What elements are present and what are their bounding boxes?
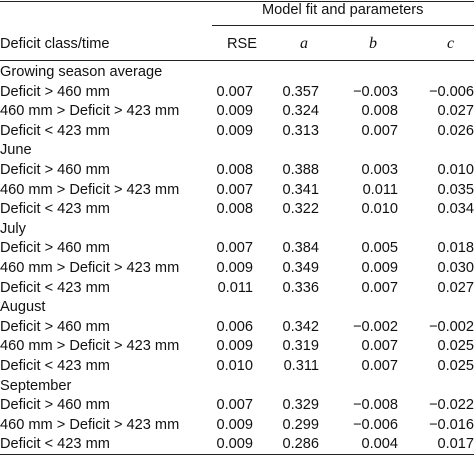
cell-c: −0.022 xyxy=(428,397,474,414)
cell-b: 0.007 xyxy=(361,358,398,374)
cell-b: 0.011 xyxy=(362,181,398,198)
cell-a: 0.341 xyxy=(282,181,319,198)
cell-a: 0.324 xyxy=(282,103,319,120)
row-deficit-class: 460 mm > Deficit > 423 mm xyxy=(0,416,180,433)
cell-b: 0.005 xyxy=(361,240,398,257)
cell-c: 0.017 xyxy=(437,436,474,453)
header-bottom-rule xyxy=(0,60,474,61)
cell-b: 0.003 xyxy=(361,162,398,178)
cell-rse: 0.011 xyxy=(217,279,253,296)
section-label: Growing season average xyxy=(0,64,163,80)
cell-b: 0.010 xyxy=(361,201,398,218)
row-deficit-class: 460 mm > Deficit > 423 mm xyxy=(0,260,180,276)
cell-b: −0.006 xyxy=(352,416,398,433)
cell-a: 0.388 xyxy=(282,162,319,178)
cell-rse: 0.009 xyxy=(216,260,253,276)
cell-rse: 0.009 xyxy=(216,436,253,453)
cell-a: 0.336 xyxy=(282,279,319,296)
cell-b: 0.009 xyxy=(361,260,398,276)
cell-c: 0.034 xyxy=(437,201,474,218)
column-header-a: a xyxy=(300,35,308,52)
cell-c: 0.025 xyxy=(437,358,474,374)
cell-rse: 0.006 xyxy=(216,318,253,335)
row-deficit-class: Deficit < 423 mm xyxy=(0,279,110,296)
cell-rse: 0.008 xyxy=(216,162,253,178)
cell-c: −0.006 xyxy=(428,83,474,100)
row-deficit-class: 460 mm > Deficit > 423 mm xyxy=(0,338,180,355)
row-deficit-class: Deficit > 460 mm xyxy=(0,318,110,335)
cell-rse: 0.009 xyxy=(216,338,253,355)
cell-b: −0.003 xyxy=(352,83,398,100)
cell-b: −0.002 xyxy=(352,318,398,335)
cell-a: 0.329 xyxy=(282,397,319,414)
cell-a: 0.349 xyxy=(282,260,319,276)
row-deficit-class: 460 mm > Deficit > 423 mm xyxy=(0,181,180,198)
section-label: August xyxy=(0,299,46,316)
group-header-rule xyxy=(212,25,474,26)
cell-rse: 0.007 xyxy=(216,181,253,198)
cell-rse: 0.007 xyxy=(216,83,253,100)
row-deficit-class: Deficit < 423 mm xyxy=(0,122,110,139)
cell-c: −0.002 xyxy=(428,318,474,335)
column-header-deficit-class: Deficit class/time xyxy=(0,36,110,52)
row-deficit-class: Deficit > 460 mm xyxy=(0,240,110,257)
column-header-b: b xyxy=(369,35,377,52)
cell-a: 0.322 xyxy=(282,201,319,218)
cell-a: 0.313 xyxy=(282,122,319,139)
cell-b: 0.008 xyxy=(361,103,398,120)
section-label: September xyxy=(0,377,72,394)
section-label: June xyxy=(0,142,32,159)
cell-a: 0.311 xyxy=(283,358,319,374)
cell-a: 0.384 xyxy=(282,240,319,257)
group-header: Model fit and parameters xyxy=(262,2,424,18)
cell-c: −0.016 xyxy=(428,416,474,433)
cell-a: 0.286 xyxy=(282,436,319,453)
column-header-c: c xyxy=(447,35,455,52)
row-deficit-class: Deficit < 423 mm xyxy=(0,358,110,374)
cell-rse: 0.009 xyxy=(216,122,253,139)
cell-a: 0.342 xyxy=(282,318,319,335)
cell-c: 0.035 xyxy=(437,181,474,198)
cell-c: 0.025 xyxy=(437,338,474,355)
row-deficit-class: Deficit > 460 mm xyxy=(0,397,110,414)
cell-c: 0.010 xyxy=(437,162,474,178)
cell-rse: 0.009 xyxy=(216,416,253,433)
cell-b: −0.008 xyxy=(352,397,398,414)
cell-b: 0.004 xyxy=(361,436,398,453)
cell-rse: 0.008 xyxy=(216,201,253,218)
cell-c: 0.027 xyxy=(437,103,474,120)
section-label: July xyxy=(0,220,26,237)
column-header-rse: RSE xyxy=(227,36,258,52)
cell-c: 0.027 xyxy=(437,279,474,296)
cell-rse: 0.007 xyxy=(216,240,253,257)
cell-b: 0.007 xyxy=(361,338,398,355)
cell-b: 0.007 xyxy=(361,122,398,139)
cell-a: 0.319 xyxy=(282,338,319,355)
row-deficit-class: Deficit < 423 mm xyxy=(0,201,110,218)
cell-rse: 0.007 xyxy=(216,397,253,414)
cell-a: 0.357 xyxy=(282,83,319,100)
cell-c: 0.018 xyxy=(437,240,474,257)
cell-rse: 0.009 xyxy=(216,103,253,120)
row-deficit-class: Deficit > 460 mm xyxy=(0,83,110,100)
cell-rse: 0.010 xyxy=(216,358,253,374)
table-top-rule xyxy=(0,1,474,2)
cell-c: 0.030 xyxy=(437,260,474,276)
cell-c: 0.026 xyxy=(437,122,474,139)
row-deficit-class: 460 mm > Deficit > 423 mm xyxy=(0,103,180,120)
cell-b: 0.007 xyxy=(361,279,398,296)
row-deficit-class: Deficit > 460 mm xyxy=(0,162,110,178)
row-deficit-class: Deficit < 423 mm xyxy=(0,436,110,453)
cell-a: 0.299 xyxy=(282,416,319,433)
